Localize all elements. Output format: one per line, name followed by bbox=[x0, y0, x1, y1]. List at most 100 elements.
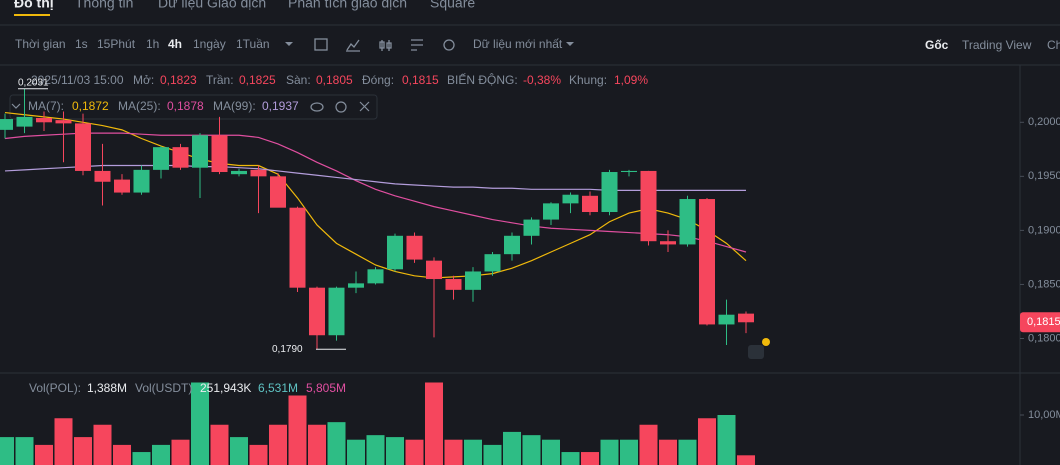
ma-label: MA(99): bbox=[213, 99, 256, 113]
ma-label: MA(7): bbox=[28, 99, 64, 113]
volume-bar bbox=[171, 439, 190, 465]
candle-body bbox=[153, 147, 169, 170]
candle-body bbox=[738, 313, 754, 323]
volume-bar bbox=[0, 437, 14, 465]
candle-icon[interactable] bbox=[379, 40, 392, 51]
notice-dot bbox=[762, 338, 770, 346]
tab[interactable]: Phân tích giao dịch bbox=[288, 0, 407, 11]
calendar-icon[interactable] bbox=[314, 38, 328, 51]
candle-body bbox=[0, 119, 13, 130]
notice-icon[interactable] bbox=[748, 345, 764, 359]
candle-body bbox=[270, 176, 286, 208]
price-chart bbox=[0, 88, 755, 465]
candle-body bbox=[660, 241, 676, 245]
volume-legend: Vol(POL): bbox=[29, 381, 81, 395]
candle-body bbox=[699, 199, 715, 325]
volume-bar bbox=[152, 444, 170, 465]
y-tick-label: 0,1900 bbox=[1028, 224, 1060, 236]
ohlc-low-label: Sàn: bbox=[286, 73, 311, 87]
candle-body bbox=[504, 235, 520, 255]
legend-icons bbox=[11, 101, 370, 113]
volume-bar bbox=[678, 439, 697, 465]
volume-bar bbox=[113, 444, 131, 465]
current-price-label: 0,1815 bbox=[1027, 316, 1060, 328]
ma-line bbox=[4, 132, 747, 253]
candle-body bbox=[250, 169, 267, 177]
volume-bar bbox=[269, 424, 287, 465]
collapse-icon[interactable] bbox=[11, 103, 21, 109]
volume-bar bbox=[698, 418, 716, 465]
close-icon[interactable] bbox=[359, 101, 370, 112]
ohlc-date: 2025/11/03 15:00 bbox=[31, 73, 124, 87]
interval[interactable]: 4h bbox=[168, 37, 182, 51]
ohlc-open: 0,1823 bbox=[160, 73, 197, 87]
settings-icon[interactable] bbox=[411, 39, 423, 51]
extreme-label: 0,1790 bbox=[272, 344, 303, 355]
volume-bar bbox=[561, 452, 580, 465]
candle-body bbox=[133, 169, 150, 193]
extreme-label: 0,2031 bbox=[18, 77, 49, 88]
volume-bar bbox=[308, 424, 326, 465]
volume-legend: 1,388M bbox=[87, 381, 127, 395]
volume-bar bbox=[425, 382, 443, 465]
candle-body bbox=[114, 179, 130, 193]
interval[interactable]: 1s bbox=[75, 37, 88, 51]
indicator-icon[interactable] bbox=[346, 39, 360, 52]
ohlc-change: -0,38% bbox=[523, 73, 561, 87]
candle-body bbox=[543, 203, 559, 220]
candle-body bbox=[484, 254, 501, 272]
interval[interactable]: 1ngày bbox=[193, 37, 226, 51]
tab[interactable]: Square bbox=[430, 0, 475, 11]
eye-icon[interactable] bbox=[310, 102, 324, 112]
interval[interactable]: 15Phút bbox=[97, 37, 136, 51]
ma-line bbox=[4, 164, 746, 191]
ohlc-change-label: BIẾN ĐỘNG: bbox=[447, 72, 518, 87]
volume-bar bbox=[327, 422, 346, 465]
ohlc-high: 0,1825 bbox=[239, 73, 276, 87]
volume-bar bbox=[717, 415, 736, 465]
candle-body bbox=[55, 120, 72, 124]
candle-body bbox=[387, 235, 403, 270]
settings-icon[interactable] bbox=[335, 101, 347, 113]
tab[interactable]: Thông tin bbox=[75, 0, 133, 11]
candle-body bbox=[75, 123, 91, 171]
ohlc-low: 0,1805 bbox=[316, 73, 353, 87]
interval: Thời gian bbox=[15, 37, 66, 51]
volume-bar bbox=[522, 435, 541, 465]
candle-body bbox=[679, 199, 696, 245]
candle-body bbox=[582, 195, 598, 213]
candle-body bbox=[445, 279, 462, 290]
volume-bar bbox=[464, 439, 482, 465]
view-option[interactable]: Gốc bbox=[925, 38, 949, 52]
volume-bar bbox=[639, 424, 658, 465]
view-option[interactable]: Ch bbox=[1047, 38, 1060, 52]
interval[interactable]: 1h bbox=[146, 37, 159, 51]
interval[interactable]: 1Tuần bbox=[236, 37, 270, 51]
volume-bar bbox=[35, 444, 53, 465]
candle-body bbox=[465, 271, 481, 290]
tab[interactable]: Dữ liệu Giao dịch bbox=[158, 0, 266, 11]
tab[interactable]: Đồ thị bbox=[14, 0, 54, 11]
volume-bar bbox=[737, 455, 755, 465]
volume-bar bbox=[386, 437, 404, 465]
volume-bar bbox=[503, 431, 521, 465]
y-tick-label: 0,1950 bbox=[1028, 170, 1060, 182]
candle-body bbox=[523, 219, 540, 236]
volume-bar bbox=[366, 435, 385, 465]
dropdown-icon[interactable] bbox=[566, 42, 574, 46]
data-mode[interactable]: Dữ liệu mới nhất bbox=[473, 37, 563, 51]
volume-bar bbox=[405, 439, 424, 465]
volume-tick-label: 10,00M bbox=[1028, 409, 1060, 421]
candle-body bbox=[640, 170, 657, 242]
ohlc-close-label: Đóng: bbox=[362, 73, 394, 87]
y-tick-label: 0,2000 bbox=[1028, 116, 1060, 128]
volume-bar bbox=[230, 437, 248, 465]
candle-body bbox=[16, 116, 33, 127]
view-option[interactable]: Trading View bbox=[962, 38, 1032, 52]
config-icon[interactable] bbox=[443, 39, 455, 51]
candle-body bbox=[211, 135, 228, 173]
volume-bar bbox=[288, 395, 307, 465]
dropdown-icon[interactable] bbox=[285, 42, 293, 46]
ma-value: 0,1878 bbox=[167, 99, 204, 113]
